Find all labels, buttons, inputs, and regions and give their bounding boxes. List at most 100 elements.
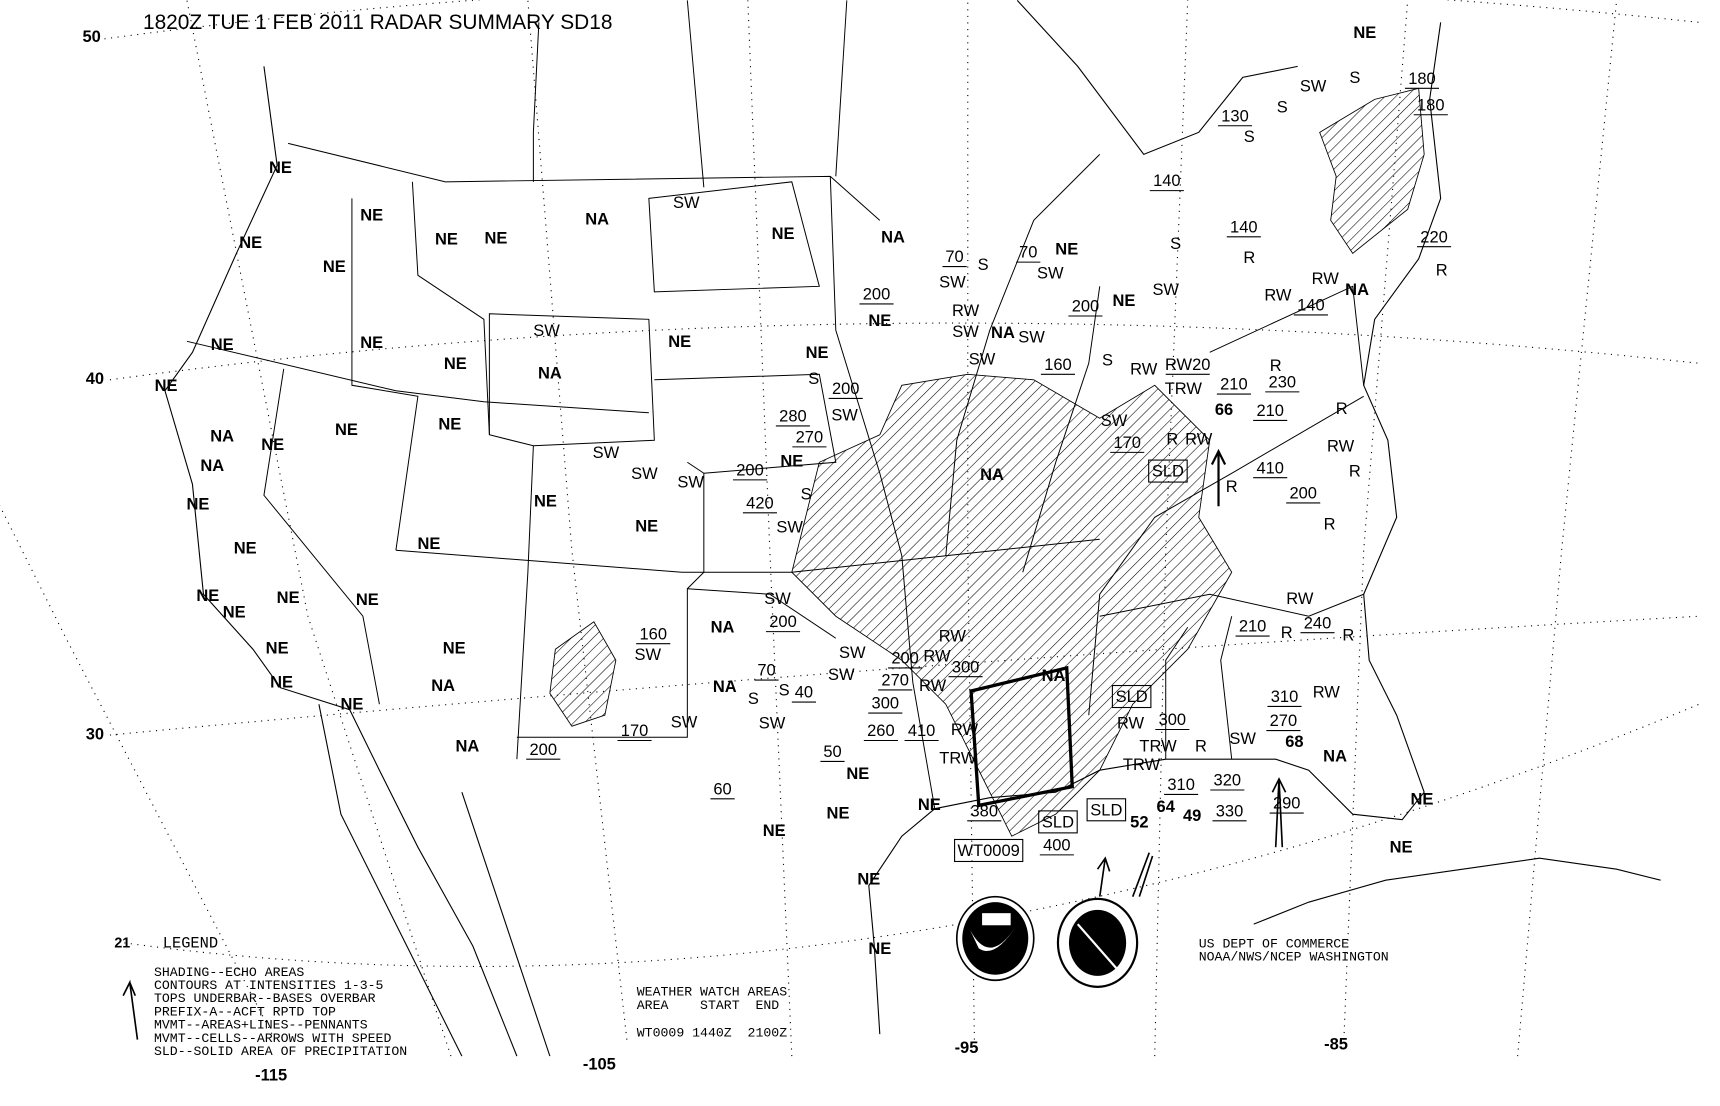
echo-type-label: RW [1312,270,1340,288]
echo-type-label: NE [239,234,262,252]
cell-movement-arrow-icon [1096,856,1111,897]
echo-type-label: NA [431,677,455,695]
echo-type-label: S [1349,69,1360,87]
boxed-label: SLD [1152,463,1184,481]
boundary [186,340,649,414]
nws-logo [1056,897,1139,988]
echo-top-label: 270 [881,672,909,690]
echo-top-label: 200 [832,380,860,398]
echo-type-label: NA [991,324,1015,342]
echo-type-label: R [1336,400,1348,418]
echo-top-label: 300 [1159,711,1187,729]
echo-type-label: SW [677,474,704,492]
echo-top-label: 200 [1289,485,1317,503]
echo-top-label: 270 [796,428,824,446]
boundary [835,0,848,177]
echo-top-label: 66 [1215,401,1233,419]
echo-type-label: NE [868,312,891,330]
coastlines [164,0,1661,1057]
watch-row[interactable]: WT0009 1440Z 2100Z [637,1025,787,1040]
echo-type-label: NE [438,415,461,433]
echo-type-label: NE [806,344,829,362]
noaa-logo [955,895,1035,982]
legend-line: PREFIX-A--ACFT RPTD TOP [154,1004,336,1019]
echo-type-label: NE [187,496,210,514]
echo-type-label: NA [210,427,234,445]
echo-type-label: NE [270,674,293,692]
legend-line: MVMT--AREAS+LINES--PENNANTS [154,1018,368,1033]
echo-type-label: NE [211,336,234,354]
echo-type-label: NA [711,619,735,637]
echo-type-label: NE [534,492,557,510]
echo-type-label: R [1342,626,1354,644]
echo-top-label: 330 [1216,802,1244,820]
boundary [829,176,936,809]
echo-type-label: SW [593,444,620,462]
echo-type-label: SW [671,713,698,731]
legend-line: SHADING--ECHO AREAS [154,965,304,980]
echo-top-label: 410 [1256,459,1284,477]
echo-type-label: SW [673,194,700,212]
legend-line: MVMT--CELLS--ARROWS WITH SPEED [154,1031,391,1046]
echo-top-label: 290 [1273,795,1301,813]
lon-label: -85 [1324,1036,1348,1054]
echo-top-label: 270 [1270,712,1298,730]
echo-top-label: 380 [971,802,999,820]
echo-top-label: 200 [891,650,919,668]
lon-label: -115 [255,1066,287,1084]
boundary [687,588,837,639]
echo-type-label: NE [277,589,300,607]
echo-type-label: RW [1327,437,1355,455]
echo-type-label: NE [763,822,786,840]
echo-type-label: NE [1411,790,1434,808]
boundary [1099,593,1364,617]
echo-top-label: 170 [1113,434,1141,452]
lat-label: 50 [82,28,100,46]
boundary [686,0,705,188]
echo-type-label: TRW [939,750,977,768]
echo-type-label: NA [713,678,737,696]
echo-type-label: R [1166,431,1178,449]
echo-type-label: SW [839,644,866,662]
echo-top-label: 68 [1285,733,1303,751]
echo-type-label: SW [1101,412,1128,430]
legend-line: SLD--SOLID AREA OF PRECIPITATION [154,1044,407,1059]
echo-type-label: SW [1018,328,1045,346]
echo-type-label: S [748,690,759,708]
echo-type-label: SW [764,590,791,608]
echo-type-label: SW [631,465,658,483]
echo-type-label: NE [340,696,363,714]
echo-type-label: NE [1353,24,1376,42]
map-title: 1820Z TUE 1 FEB 2011 RADAR SUMMARY SD18 [143,11,613,34]
boxed-label: SLD [1042,813,1074,831]
echo-type-label: NE [827,805,850,823]
echo-type-label: SW [969,350,996,368]
echo-type-label: NE [1112,292,1135,310]
echo-area-southwest [549,621,617,727]
echo-top-label: 220 [1420,228,1448,246]
gulf-coast [868,22,1442,1035]
echo-top-label: 240 [1304,614,1332,632]
echo-type-label: S [1244,128,1255,146]
label-box [1111,684,1152,709]
echo-top-label: 49 [1183,807,1201,825]
echo-top-label: 70 [945,248,963,266]
boundary [1209,285,1365,386]
legend-line: CONTOURS AT INTENSITIES 1-3-5 [154,978,384,993]
echo-type-label: NA [881,228,905,246]
echo-top-label: 210 [1220,376,1248,394]
echo-type-label: SW [939,273,966,291]
echo-type-label: NA [1345,281,1369,299]
weather-watch-table: WEATHER WATCH AREAS AREA START END WT000… [637,985,787,1041]
boundary [395,538,1100,573]
echo-type-label: NE [234,540,257,558]
echo-top-label: 200 [530,741,558,759]
echo-type-label: TRW [1165,380,1203,398]
echo-top-label: 230 [1269,373,1297,391]
us-canada-border [288,142,881,221]
weather-watch-box[interactable] [969,665,1074,808]
echo-type-label: NE [846,765,869,783]
boundary [488,313,655,447]
echo-type-label: RW [1130,360,1158,378]
